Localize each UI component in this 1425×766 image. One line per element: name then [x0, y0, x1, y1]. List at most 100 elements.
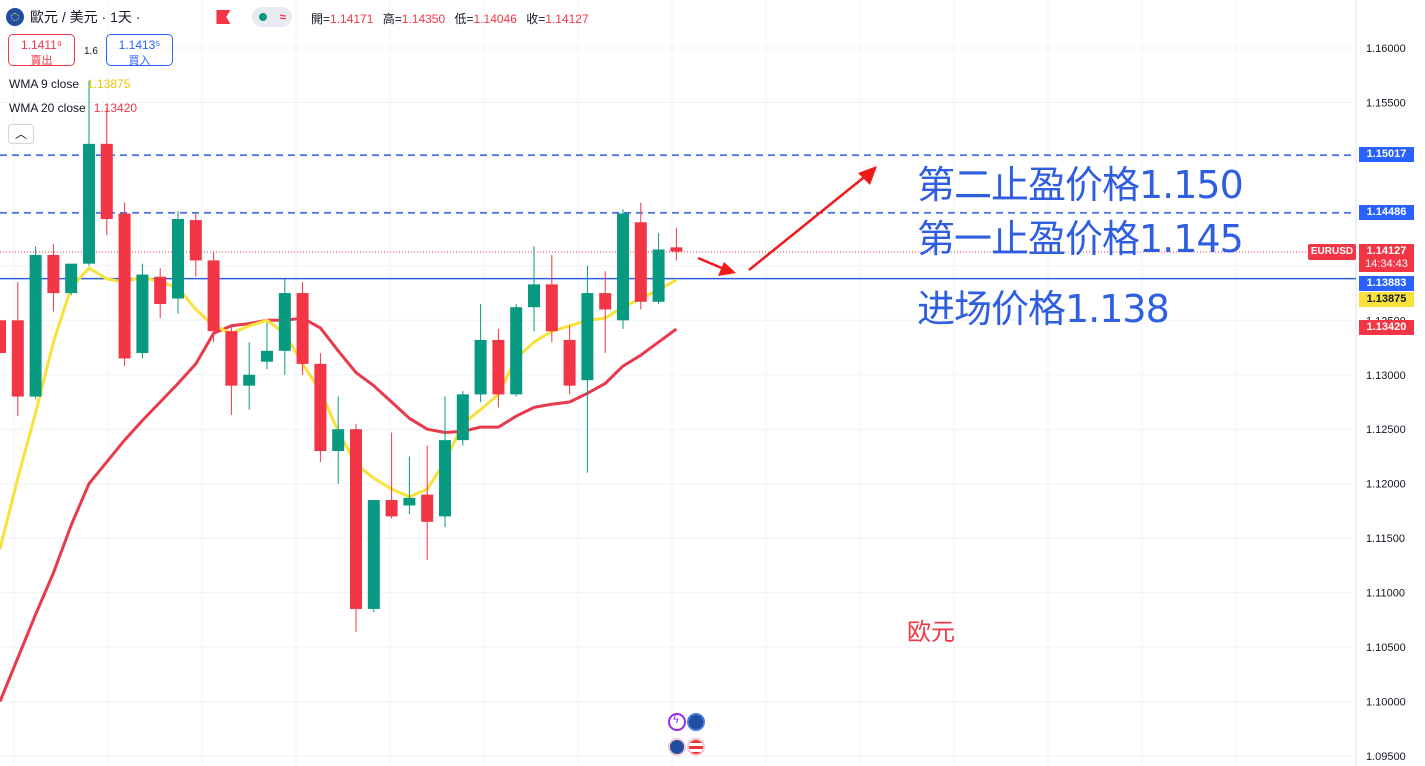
- tp1-price-tag: 1.14486: [1359, 205, 1414, 220]
- candle-body: [652, 249, 665, 302]
- axis-tick-label: 1.13000: [1366, 370, 1406, 382]
- candle-body: [563, 339, 576, 386]
- candle-body: [172, 219, 184, 299]
- sell-label: 賣出: [30, 55, 53, 67]
- candle-body: [100, 143, 113, 220]
- data-status-pill[interactable]: ≈: [252, 7, 293, 27]
- candle: [510, 303, 523, 397]
- sell-price: 1.1411⁹: [21, 38, 62, 52]
- ohlc-readout: 開=1.14171 高=1.14350 低=1.14046 收=1.14127: [311, 10, 595, 27]
- axis-tick-label: 1.16000: [1366, 43, 1406, 55]
- wma9-price-tag: 1.13875: [1359, 292, 1414, 307]
- collapse-legend-button[interactable]: ︿: [8, 124, 34, 144]
- symbol-tag: EURUSD: [1308, 244, 1356, 260]
- axis-tick-label: 1.10500: [1366, 642, 1406, 654]
- sell-button[interactable]: 1.1411⁹ 賣出: [8, 34, 75, 67]
- buy-label: 買入: [128, 55, 151, 67]
- high-value: 1.14350: [401, 12, 446, 26]
- indicator-wma20[interactable]: WMA 20 close 1.13420: [9, 101, 137, 115]
- axis-tick-label: 1.09500: [1366, 751, 1406, 763]
- candle-body: [403, 497, 416, 506]
- indicator-wma9[interactable]: WMA 9 close 1.13875: [9, 77, 130, 91]
- candle: [528, 246, 540, 332]
- candle: [172, 211, 184, 314]
- chart-grid: [0, 0, 1357, 766]
- candle-body: [296, 293, 309, 364]
- candle-body: [599, 293, 612, 310]
- candle-body: [65, 263, 78, 294]
- candle-body: [456, 394, 469, 441]
- candle: [261, 322, 273, 370]
- candle-body: [261, 350, 273, 362]
- euro-flag-icon: [6, 8, 24, 26]
- candle-body: [385, 500, 398, 517]
- event-lightning-icon[interactable]: ϟ: [668, 713, 686, 731]
- candle: [581, 265, 594, 473]
- indicator-value: 1.13875: [87, 77, 131, 91]
- candle-body: [47, 254, 60, 294]
- candle-body: [189, 220, 202, 261]
- wma20-price-tag: 1.13420: [1359, 320, 1414, 335]
- axis-tick-label: 1.15500: [1366, 97, 1406, 109]
- candle-body: [439, 440, 451, 517]
- candle: [421, 445, 434, 560]
- candle-body: [29, 254, 42, 397]
- spread-value: 1.6: [84, 46, 98, 57]
- candle-body: [634, 222, 647, 302]
- candles: [0, 80, 683, 632]
- market-flag-icon[interactable]: [216, 10, 231, 24]
- wave-icon: ≈: [279, 10, 287, 24]
- candle-body: [421, 494, 434, 522]
- candle: [0, 320, 6, 353]
- candle: [65, 263, 78, 296]
- candle-body: [207, 260, 220, 332]
- candle: [456, 391, 469, 446]
- chevron-up-icon: ︿: [14, 127, 27, 141]
- event-us-flag-icon[interactable]: [687, 738, 705, 756]
- candle: [350, 423, 362, 632]
- candle-body: [492, 339, 505, 395]
- candle-body: [581, 293, 594, 381]
- symbol-header[interactable]: 歐元 / 美元 · 1天 · ≈: [6, 6, 293, 28]
- close-value: 1.14127: [545, 12, 589, 26]
- candle: [652, 233, 665, 304]
- open-label: 開=: [311, 12, 331, 26]
- low-value: 1.14046: [473, 12, 517, 26]
- candle: [118, 202, 131, 367]
- buy-price: 1.1413⁵: [118, 38, 161, 52]
- candle: [278, 278, 291, 375]
- candle: [47, 244, 60, 312]
- candle-body: [118, 213, 131, 359]
- candle: [385, 432, 398, 519]
- candle: [189, 213, 202, 277]
- candle-body: [332, 429, 345, 452]
- candle: [11, 282, 24, 417]
- indicator-name: WMA 9 close: [9, 77, 80, 91]
- candle: [545, 254, 558, 343]
- axis-tick-label: 1.12500: [1366, 424, 1406, 436]
- axis-tick-label: 1.11500: [1366, 533, 1405, 545]
- candle: [563, 325, 576, 395]
- event-eu-flag-icon[interactable]: [668, 738, 686, 756]
- candle-body: [136, 274, 149, 353]
- candle-body: [617, 213, 629, 321]
- tp2-annotation: 第二止盈价格1.150: [917, 163, 1244, 207]
- candle: [154, 268, 167, 319]
- high-label: 高=: [382, 12, 402, 26]
- candle: [296, 282, 309, 375]
- buy-button[interactable]: 1.1413⁵ 買入: [106, 34, 173, 67]
- candle-body: [154, 276, 167, 304]
- event-eu-flag-icon[interactable]: [687, 713, 705, 731]
- indicator-name: WMA 20 close: [9, 101, 86, 115]
- candle-body: [225, 331, 238, 386]
- axis-tick-label: 1.10000: [1366, 697, 1406, 709]
- candle-body: [243, 374, 256, 386]
- current-price: 1.14127: [1366, 245, 1407, 257]
- currency-annotation: 欧元: [907, 618, 955, 646]
- open-value: 1.14171: [330, 12, 374, 26]
- candle: [225, 325, 238, 416]
- symbol-title[interactable]: 歐元 / 美元 · 1天 ·: [30, 9, 141, 25]
- candle: [314, 352, 327, 462]
- candle: [634, 202, 647, 310]
